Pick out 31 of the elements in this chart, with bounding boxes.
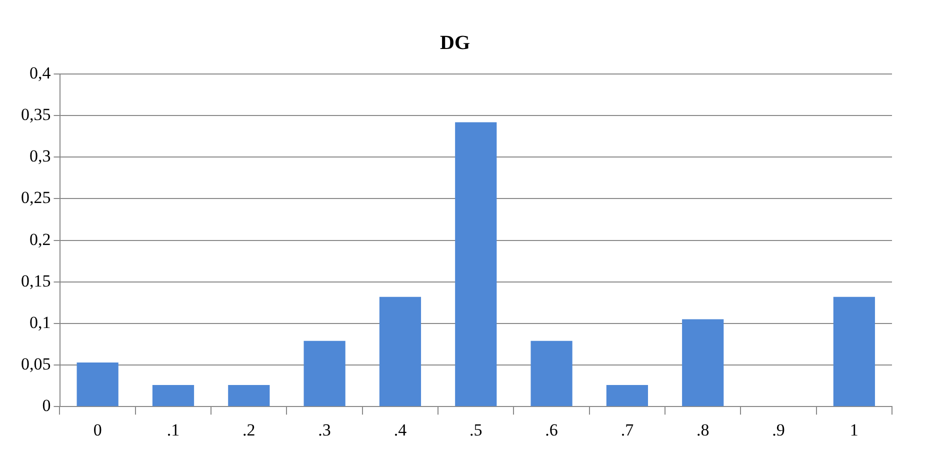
x-tick-label: .7 (620, 420, 634, 440)
bar (304, 340, 346, 406)
bar (606, 384, 648, 406)
y-tick-label: 0,4 (30, 63, 52, 82)
x-tick-label: .9 (772, 420, 785, 440)
y-tick-label: 0,3 (30, 146, 51, 166)
bar (530, 340, 572, 406)
y-tick-label: 0,1 (30, 312, 51, 332)
y-tick-label: 0,35 (21, 105, 51, 124)
x-tick-label: 1 (850, 420, 858, 440)
y-tick-label: 0,25 (21, 188, 51, 208)
bar (228, 384, 270, 406)
chart-title: DG (440, 32, 470, 54)
bar (833, 296, 875, 406)
x-tick-label: .5 (470, 420, 482, 440)
x-tick-label: 0 (93, 420, 102, 440)
bar (682, 319, 724, 406)
bar (76, 362, 118, 406)
x-tick-label: .8 (696, 420, 710, 440)
x-tick-label: .1 (166, 420, 180, 440)
x-tick-label: .4 (394, 420, 408, 440)
y-tick-label: 0 (42, 396, 51, 416)
bar (152, 384, 194, 406)
x-tick-label: .6 (545, 420, 558, 440)
x-tick-label: .3 (318, 420, 331, 440)
x-tick-label: .2 (242, 420, 256, 440)
bar (455, 122, 497, 406)
y-tick-label: 0,05 (21, 354, 51, 374)
y-tick-label: 0,2 (30, 230, 51, 249)
y-tick-label: 0,15 (21, 271, 51, 290)
bar (379, 296, 422, 406)
